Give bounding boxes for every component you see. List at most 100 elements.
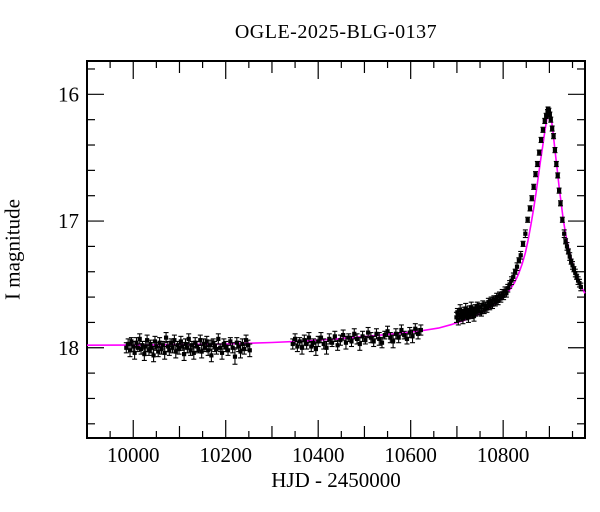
data-point: [167, 348, 172, 353]
data-point: [186, 336, 191, 342]
data-point: [160, 343, 165, 348]
data-point: [172, 338, 177, 343]
data-point: [221, 341, 226, 347]
data-point: [142, 352, 147, 357]
data-point: [550, 126, 555, 131]
data-point: [170, 345, 175, 350]
data-point: [148, 341, 153, 347]
y-tick-label: 18: [58, 336, 79, 360]
data-point: [198, 338, 203, 343]
data-point: [329, 340, 335, 345]
data-point: [415, 331, 421, 336]
y-tick-label: 16: [58, 82, 79, 106]
data-point: [196, 346, 201, 352]
data-point: [501, 293, 506, 298]
data-point: [566, 249, 571, 254]
data-point: [570, 263, 575, 268]
data-point: [484, 306, 490, 311]
data-point: [407, 330, 412, 335]
data-point: [413, 326, 418, 331]
data-point: [204, 339, 209, 344]
data-point: [218, 345, 223, 350]
data-point: [216, 336, 221, 342]
data-point: [321, 341, 326, 347]
x-axis-label: HJD - 2450000: [271, 468, 401, 492]
data-point: [516, 258, 521, 263]
data-point: [199, 349, 204, 354]
data-point: [495, 298, 501, 303]
data-point: [357, 341, 362, 347]
data-point: [157, 340, 162, 345]
data-point: [318, 335, 324, 340]
data-point: [145, 338, 150, 343]
data-point: [379, 340, 385, 345]
data-point: [546, 108, 552, 113]
data-point: [562, 231, 567, 236]
data-point: [527, 206, 533, 211]
data-point: [214, 346, 219, 352]
data-point: [396, 335, 401, 340]
data-point: [140, 343, 145, 348]
data-point: [127, 348, 133, 353]
data-point: [209, 353, 214, 358]
data-point: [134, 340, 139, 345]
data-point: [137, 336, 142, 342]
data-point: [232, 354, 238, 359]
data-point: [236, 344, 241, 349]
data-point: [525, 217, 530, 222]
data-point: [567, 254, 572, 259]
data-point: [234, 340, 239, 345]
data-point: [529, 196, 534, 201]
data-point: [483, 303, 488, 309]
data-point: [504, 291, 509, 296]
data-point: [382, 333, 387, 338]
data-point: [354, 336, 360, 342]
data-point: [149, 345, 154, 350]
data-point: [473, 310, 478, 315]
data-point: [306, 335, 312, 340]
data-point: [374, 331, 379, 336]
data-point: [292, 336, 298, 342]
data-point: [366, 330, 371, 335]
data-point: [183, 341, 188, 347]
data-point: [182, 352, 187, 357]
data-point: [228, 339, 233, 344]
data-point: [575, 278, 581, 283]
data-point: [487, 303, 492, 309]
data-point: [399, 327, 404, 333]
data-point: [230, 345, 235, 350]
data-point: [338, 338, 343, 343]
data-point: [418, 327, 423, 333]
data-point: [490, 302, 495, 307]
data-point: [212, 344, 217, 349]
data-point: [207, 343, 213, 348]
data-point: [402, 333, 407, 338]
data-point: [480, 302, 485, 307]
data-point: [552, 147, 558, 153]
data-point: [341, 333, 346, 338]
data-point: [538, 137, 544, 143]
data-point: [391, 339, 396, 344]
data-point: [578, 284, 583, 290]
data-point: [124, 345, 129, 350]
data-point: [497, 293, 502, 298]
data-point: [194, 344, 200, 349]
data-point: [493, 300, 498, 305]
x-tick-label: 10200: [199, 443, 252, 467]
data-point: [178, 339, 183, 344]
data-point: [175, 343, 180, 348]
data-point: [163, 335, 169, 340]
data-point: [247, 348, 252, 353]
data-point: [371, 339, 376, 344]
data-point: [327, 336, 332, 342]
data-point: [349, 339, 354, 344]
data-point: [500, 291, 505, 296]
data-point: [335, 343, 340, 348]
data-point: [498, 296, 503, 301]
data-point: [324, 345, 329, 350]
data-point: [564, 244, 570, 249]
data-point: [146, 348, 152, 353]
data-point: [188, 348, 193, 353]
x-tick-label: 10400: [292, 443, 345, 467]
